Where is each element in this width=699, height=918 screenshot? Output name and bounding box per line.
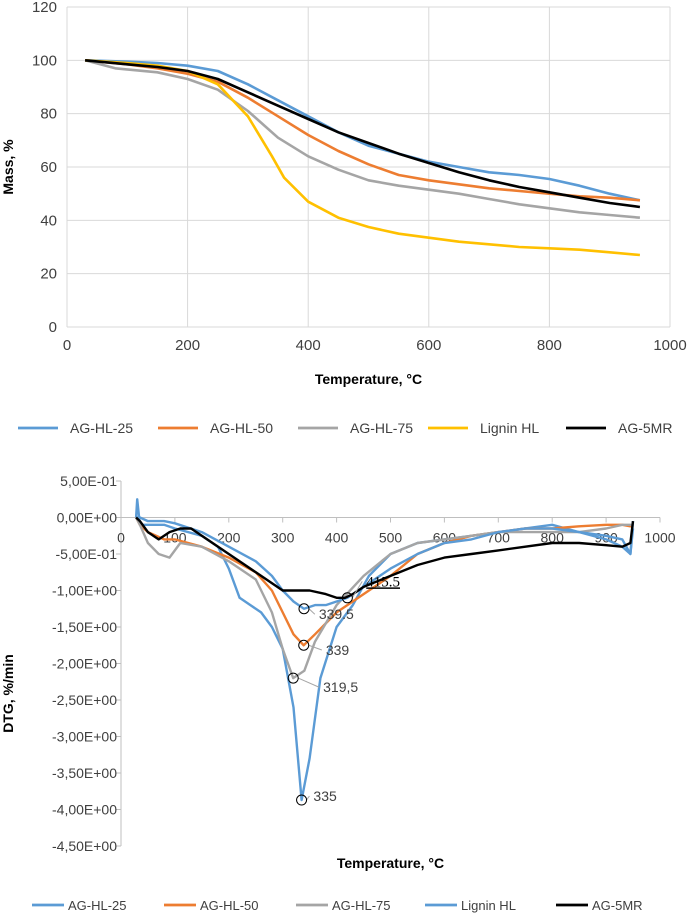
mass-series-lignin-hl [85,59,641,257]
dtg-legend-label: AG-5MR [592,898,643,913]
dtg-annotation-319-5: 319,5 [287,672,358,695]
dtg-x-tick-label: 0 [117,530,125,546]
mass-y-tick-label: 80 [40,106,57,123]
dtg-x-tick-label: 1000 [644,530,675,546]
mass-y-tick-label: 20 [40,266,57,283]
dtg-x-tick-label: 300 [271,530,295,546]
dtg-y-axis-title: DTG, %/min [0,654,16,733]
dtg-y-tick-label: -3,50E+00 [52,765,117,781]
dtg-y-tick-label: -3,00E+00 [52,729,117,745]
dtg-annotation-marker [341,592,353,604]
mass-legend-lignin-hl: Lignin HL [428,420,539,436]
dtg-annotation-label: 319,5 [323,679,358,695]
dtg-legend-ag-hl-75: AG-HL-75 [296,898,391,913]
dtg-x-tick-label: 400 [325,530,349,546]
dtg-legend-label: AG-HL-25 [68,898,127,913]
dtg-annotation-marker [287,672,299,684]
mass-y-tick-label: 100 [32,52,57,69]
dtg-series-ag-hl-75 [135,516,633,680]
mass-legend-label: AG-HL-50 [210,420,273,436]
dtg-x-tick-label: 500 [379,530,403,546]
dtg-y-tick-label: 0,00E+00 [57,510,118,526]
mass-legend-label: Lignin HL [480,420,539,436]
mass-x-tick-label: 1000 [653,337,686,354]
dtg-series-ag-hl-50 [135,516,634,647]
dtg-y-tick-label: -4,00E+00 [52,802,117,818]
dtg-annotation-label: 339.5 [319,606,354,622]
mass-legend-ag-hl-50: AG-HL-50 [158,420,273,436]
dtg-legend-label: AG-HL-50 [200,898,259,913]
dtg-annotation-leader [308,644,322,651]
dtg-annotation-label: 339 [326,642,350,658]
mass-legend-label: AG-HL-75 [350,420,413,436]
dtg-y-tick-label: -2,00E+00 [52,656,117,672]
dtg-annotation-label: 415.5 [366,574,400,590]
mass-series-ag-hl-50 [84,59,641,202]
mass-legend-ag-hl-75: AG-HL-75 [298,420,413,436]
dtg-annotation-leader [308,608,316,615]
dtg-chart: 5,00E-01 0,00E+00 -5,00E-01 -1,00E+00 -1,50E… [0,473,676,913]
dtg-y-tick-label: -1,50E+00 [52,619,117,635]
dtg-y-tick-label: 5,00E-01 [60,473,117,489]
dtg-annotation-leader [298,677,320,688]
dtg-annotation-label: 335 [313,788,337,804]
mass-x-axis-title: Temperature, °C [315,371,422,387]
mass-x-tick-label: 800 [537,337,562,354]
mass-legend-label: AG-HL-25 [70,420,133,436]
mass-series-ag-hl-25 [85,59,641,202]
dtg-annotation-marker [298,639,310,651]
dtg-annotation-marker [296,794,308,806]
mass-x-tick-label: 600 [416,337,441,354]
dtg-legend-ag-5mr: AG-5MR [556,898,643,913]
dtg-annotation-339: 339 [298,639,350,658]
dtg-series-ag-5mr [135,516,635,599]
mass-series-ag-5mr [84,59,641,209]
dtg-legend-ag-hl-50: AG-HL-50 [164,898,259,913]
dtg-annotation-339-5: 339.5 [298,603,354,622]
dtg-legend-lignin-hl: Lignin HL [425,898,516,913]
mass-chart: 0 20 40 60 80 100 120 0 200 400 600 800 1000 Mass, % T… [0,0,687,436]
dtg-y-tick-label: -1,00E+00 [52,583,117,599]
dtg-y-tick-label: -5,00E-01 [56,546,118,562]
mass-x-tick-label: 200 [175,337,200,354]
mass-y-tick-label: 120 [32,0,57,16]
dtg-annotation-leader [306,795,310,801]
mass-y-tick-label: 60 [40,159,57,176]
dtg-series-ag-hl-25 [134,498,635,802]
mass-series-ag-hl-75 [84,59,641,219]
dtg-annotation-marker [298,603,310,615]
dtg-x-tick-label: 800 [541,530,565,546]
mass-x-tick-label: 400 [296,337,321,354]
mass-y-tick-label: 40 [40,212,57,229]
mass-legend-ag-5mr: AG-5MR [566,420,672,436]
mass-y-axis-title: Mass, % [0,139,16,195]
dtg-legend-label: Lignin HL [461,898,516,913]
dtg-x-tick-label: 200 [217,530,241,546]
dtg-legend-label: AG-HL-75 [332,898,391,913]
dtg-y-tick-label: -2,50E+00 [52,692,117,708]
dtg-annotation-415-5: 415.5 [341,574,400,604]
dtg-y-tick-label: -4,50E+00 [52,838,117,854]
mass-legend-label: AG-5MR [618,420,672,436]
dtg-x-axis-title: Temperature, °C [337,855,444,871]
dtg-annotation-leader [351,581,363,599]
mass-y-tick-label: 0 [49,319,57,336]
mass-legend-ag-hl-25: AG-HL-25 [18,420,133,436]
mass-x-tick-label: 0 [63,337,71,354]
dtg-annotation-335: 335 [296,788,337,806]
dtg-legend-ag-hl-25: AG-HL-25 [32,898,127,913]
